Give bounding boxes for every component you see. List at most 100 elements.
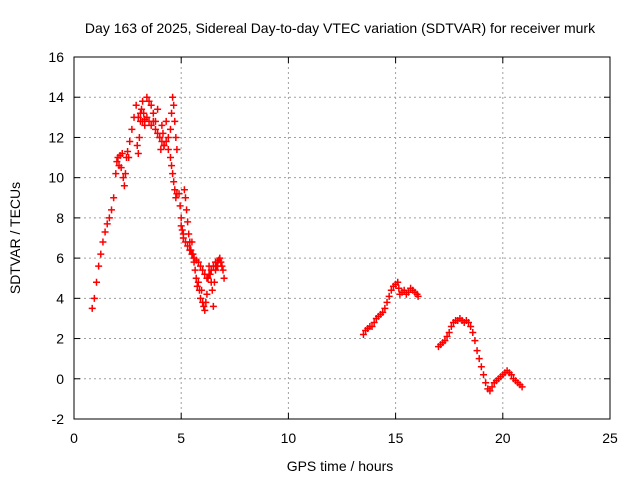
data-point bbox=[170, 101, 178, 109]
data-point bbox=[445, 329, 453, 337]
data-point bbox=[181, 194, 189, 202]
data-point bbox=[120, 182, 128, 190]
data-point bbox=[158, 121, 166, 129]
data-point bbox=[154, 105, 162, 113]
data-point bbox=[379, 308, 387, 316]
data-point bbox=[202, 298, 210, 306]
data-point bbox=[113, 158, 121, 166]
data-point bbox=[194, 278, 202, 286]
data-point bbox=[101, 228, 109, 236]
data-point bbox=[210, 278, 218, 286]
data-point bbox=[171, 186, 179, 194]
data-point bbox=[149, 109, 157, 117]
plot-frame bbox=[73, 56, 611, 420]
data-point bbox=[103, 220, 111, 228]
data-point bbox=[117, 164, 125, 172]
data-point bbox=[191, 266, 199, 274]
data-point bbox=[205, 270, 213, 278]
data-point bbox=[139, 117, 147, 125]
data-point bbox=[164, 133, 172, 141]
data-points bbox=[88, 93, 526, 395]
data-point bbox=[95, 262, 103, 270]
data-point bbox=[473, 347, 481, 355]
data-point bbox=[128, 125, 136, 133]
data-point bbox=[199, 266, 207, 274]
x-axis-label: GPS time / hours bbox=[287, 458, 394, 474]
data-point bbox=[99, 238, 107, 246]
data-point bbox=[203, 274, 211, 282]
data-point bbox=[482, 379, 490, 387]
data-point bbox=[184, 242, 192, 250]
data-point bbox=[383, 298, 391, 306]
data-point bbox=[178, 226, 186, 234]
y-tick-label: 10 bbox=[48, 170, 64, 186]
data-point bbox=[216, 254, 224, 262]
data-point bbox=[132, 101, 140, 109]
data-point bbox=[220, 274, 228, 282]
y-tick-label: 4 bbox=[56, 290, 64, 306]
data-point bbox=[193, 282, 201, 290]
data-point bbox=[183, 206, 191, 214]
data-point bbox=[108, 206, 116, 214]
data-point bbox=[219, 266, 227, 274]
data-point bbox=[119, 174, 127, 182]
y-tick-label: 16 bbox=[48, 49, 64, 65]
data-point bbox=[156, 133, 164, 141]
data-point bbox=[173, 146, 181, 154]
data-point bbox=[175, 190, 183, 198]
data-point bbox=[124, 148, 132, 156]
data-point bbox=[145, 97, 153, 105]
data-point bbox=[139, 97, 147, 105]
data-point bbox=[194, 258, 202, 266]
data-point bbox=[400, 286, 408, 294]
y-tick-label: 8 bbox=[56, 210, 64, 226]
data-point bbox=[387, 286, 395, 294]
x-tick-label: 10 bbox=[281, 430, 297, 446]
data-point bbox=[172, 194, 180, 202]
data-point bbox=[169, 93, 177, 101]
data-point bbox=[164, 146, 172, 154]
data-point bbox=[151, 125, 159, 133]
y-tick-label: 0 bbox=[56, 371, 64, 387]
data-point bbox=[121, 170, 129, 178]
data-point bbox=[93, 278, 101, 286]
data-point bbox=[166, 154, 174, 162]
x-tick-label: 25 bbox=[602, 430, 618, 446]
data-point bbox=[141, 121, 149, 129]
data-point bbox=[395, 284, 403, 292]
data-point bbox=[441, 337, 449, 345]
data-point bbox=[176, 202, 184, 210]
data-point bbox=[488, 383, 496, 391]
data-point bbox=[186, 246, 194, 254]
data-point bbox=[170, 178, 178, 186]
data-point bbox=[394, 278, 402, 286]
data-point bbox=[381, 304, 389, 312]
y-tick-label: 14 bbox=[48, 89, 64, 105]
data-point bbox=[198, 286, 206, 294]
data-point bbox=[208, 286, 216, 294]
x-tick-label: 20 bbox=[495, 430, 511, 446]
data-point bbox=[125, 154, 133, 162]
data-point bbox=[200, 302, 208, 310]
data-point bbox=[443, 333, 451, 341]
data-point bbox=[134, 150, 142, 158]
data-series-5 bbox=[359, 278, 422, 339]
data-point bbox=[471, 337, 479, 345]
data-point bbox=[507, 371, 515, 379]
x-tick-label: 0 bbox=[70, 430, 78, 446]
data-point bbox=[97, 250, 105, 258]
data-point bbox=[212, 258, 220, 266]
data-point bbox=[135, 133, 143, 141]
data-point bbox=[192, 274, 200, 282]
y-tick-label: 2 bbox=[56, 331, 64, 347]
data-point bbox=[209, 302, 217, 310]
data-point bbox=[147, 101, 155, 109]
data-point bbox=[188, 238, 196, 246]
data-point bbox=[105, 214, 113, 222]
data-point bbox=[154, 129, 162, 137]
y-tick-label: 12 bbox=[48, 129, 64, 145]
data-point bbox=[143, 93, 151, 101]
data-point bbox=[184, 218, 192, 226]
data-point bbox=[162, 137, 170, 145]
data-point bbox=[168, 162, 176, 170]
